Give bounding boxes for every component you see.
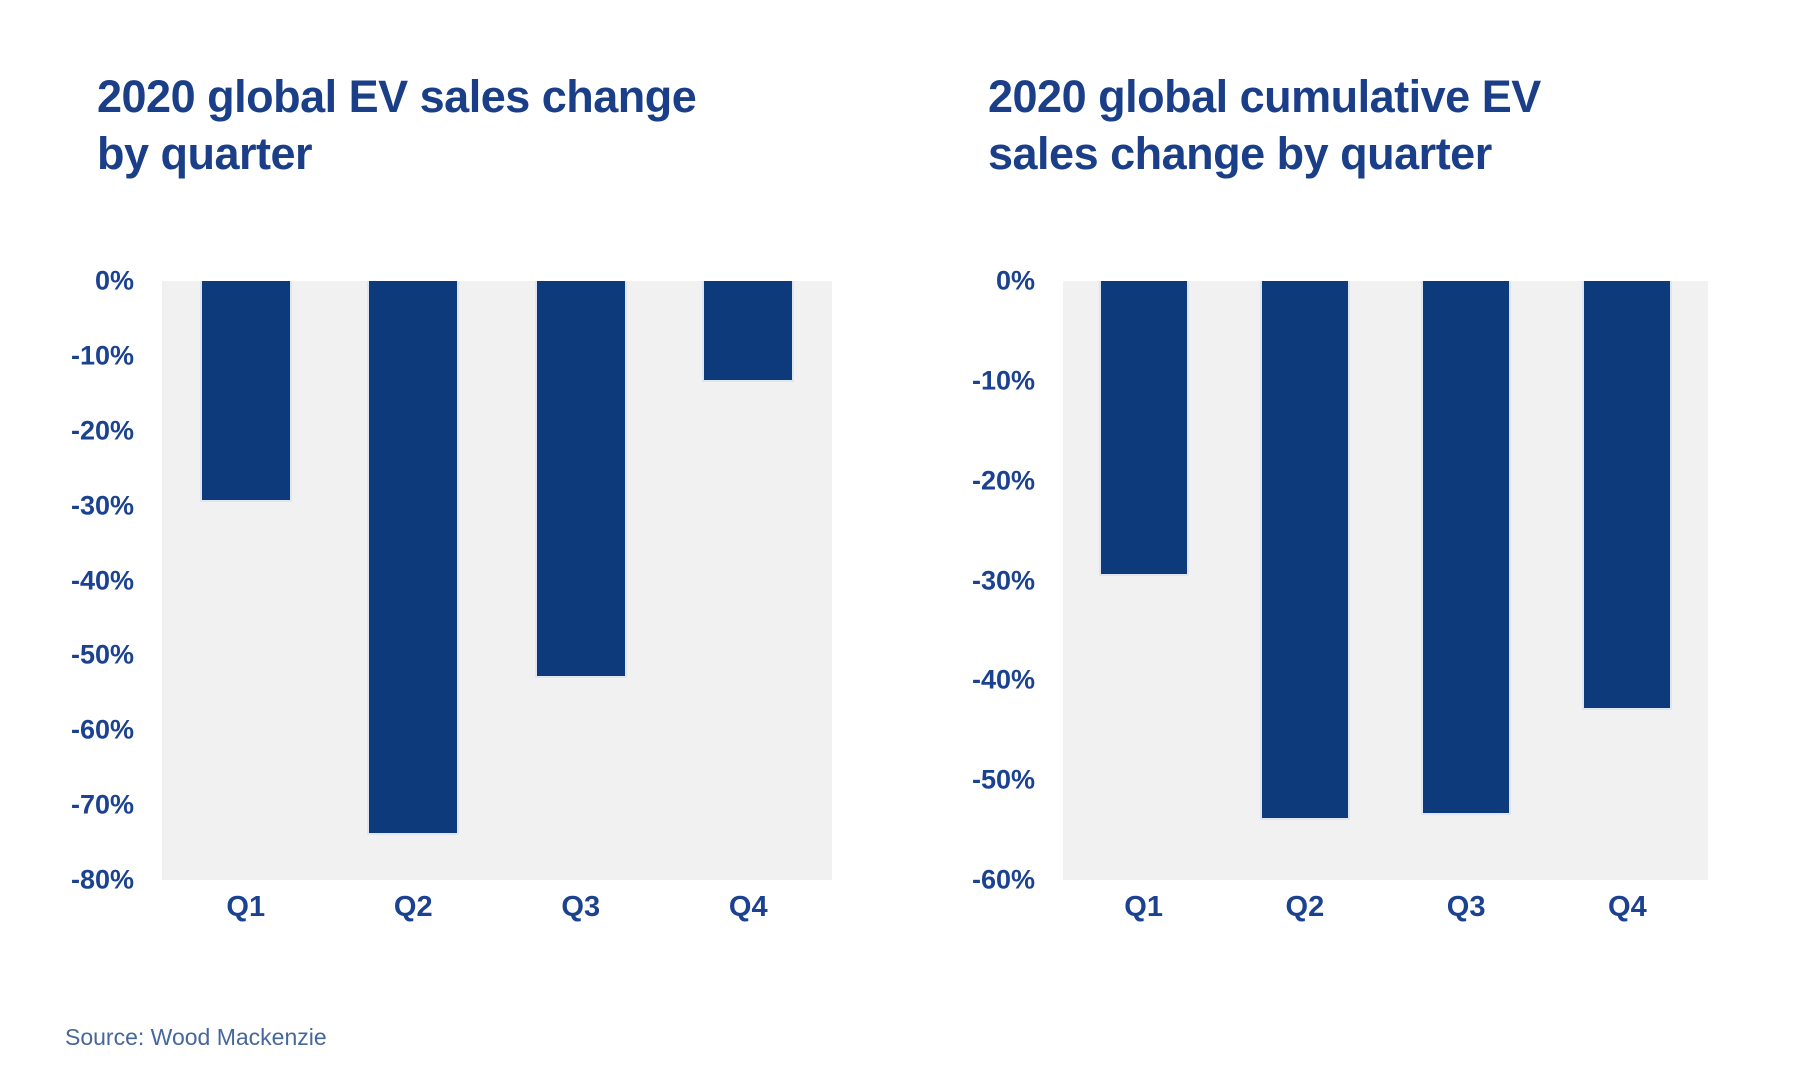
- x-tick-label: Q2: [1285, 891, 1325, 923]
- y-tick-label: -10%: [971, 365, 1035, 396]
- y-tick-label: 0%: [995, 265, 1035, 296]
- y-tick-label: -70%: [70, 789, 134, 820]
- y-tick-label: -80%: [70, 864, 134, 895]
- source-attribution: Source: Wood Mackenzie: [65, 1024, 327, 1050]
- chart-title-line2: sales change by quarter: [988, 128, 1492, 179]
- y-axis: 0% -10% -20% -30% -40% -50% -60%: [925, 266, 1035, 895]
- y-tick-label: -30%: [971, 565, 1035, 595]
- x-tick-label: Q4: [728, 891, 768, 923]
- chart-title-cumulative: 2020 global cumulative EV sales change b…: [988, 68, 1541, 182]
- x-tick-label: Q2: [393, 891, 433, 923]
- bar-q1: [1098, 281, 1189, 576]
- y-tick-label: -40%: [971, 664, 1035, 695]
- y-tick-label: -20%: [971, 465, 1035, 496]
- x-axis: Q1 Q2 Q3 Q4: [162, 891, 832, 936]
- y-tick-label: -60%: [70, 714, 134, 745]
- y-tick-label: -50%: [971, 764, 1035, 795]
- bar-q4: [702, 281, 795, 383]
- x-axis: Q1 Q2 Q3 Q4: [1063, 891, 1708, 936]
- y-tick-label: 0%: [94, 265, 134, 296]
- bar-q1: [199, 281, 292, 502]
- y-tick-label: -60%: [971, 864, 1035, 895]
- y-tick-label: -10%: [70, 340, 134, 371]
- x-tick-label: Q1: [226, 891, 266, 923]
- bar-q2: [367, 281, 460, 836]
- y-tick-label: -40%: [70, 565, 134, 595]
- bar-q3: [1421, 281, 1512, 816]
- chart-title-line2: by quarter: [97, 128, 313, 179]
- plot-area: [162, 281, 832, 880]
- x-tick-label: Q3: [561, 891, 601, 923]
- x-tick-label: Q1: [1124, 891, 1163, 923]
- bar-q4: [1582, 281, 1673, 711]
- x-tick-label: Q3: [1446, 891, 1486, 923]
- bar-q3: [534, 281, 627, 678]
- y-tick-label: -50%: [70, 639, 134, 670]
- y-axis: 0% -10% -20% -30% -40% -50% -60% -70% -80%: [24, 266, 134, 895]
- x-tick-label: Q4: [1608, 891, 1647, 923]
- chart-title-line1: 2020 global cumulative EV: [988, 71, 1541, 122]
- bar-q2: [1259, 281, 1350, 821]
- chart-title-quarterly: 2020 global EV sales change by quarter: [97, 68, 697, 182]
- y-tick-label: -30%: [70, 490, 134, 521]
- y-tick-label: -20%: [70, 415, 134, 446]
- chart-title-line1: 2020 global EV sales change: [97, 71, 697, 122]
- plot-area: [1063, 281, 1708, 880]
